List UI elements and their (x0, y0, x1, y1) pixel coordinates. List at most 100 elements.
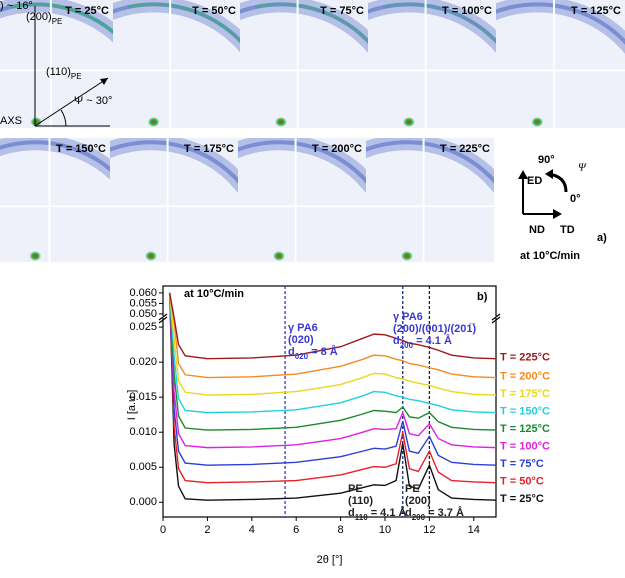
y-tick-label: 0.000 (129, 496, 157, 508)
beam-spot (400, 251, 413, 261)
series-line (168, 292, 496, 501)
image-content (366, 138, 494, 262)
diffraction-image: T = 75°C (240, 0, 368, 128)
series-line (168, 292, 496, 431)
series-label: T = 100°C (500, 441, 550, 453)
x-tick-label: 14 (468, 524, 480, 536)
annotation: (200)/(001)/(201̅) (393, 323, 476, 335)
scatter-ring (366, 140, 494, 184)
annotation: d110 = 4.1 Å (348, 506, 407, 522)
temperature-label: T = 225°C (440, 143, 490, 155)
beam-spot (29, 251, 42, 261)
y-tick-label: 0.015 (129, 391, 157, 403)
series-label: T = 25°C (500, 493, 544, 505)
annotation: γ PA6 (393, 311, 423, 323)
annotation: d200 = 4.1 Å (393, 334, 452, 350)
axis-label: ED (527, 175, 542, 187)
text-part: (110) (46, 66, 71, 78)
x-tick-label: 10 (379, 524, 391, 536)
arrow-head (545, 169, 553, 179)
diffraction-image: T = 175°C (110, 138, 238, 262)
text-part: d (348, 507, 355, 519)
scatter-ring (110, 140, 238, 184)
arrow-head (100, 78, 108, 85)
subscript: 200 (412, 513, 426, 522)
scatter-ring (496, 2, 625, 45)
series-line (168, 292, 496, 396)
series-label: T = 50°C (500, 476, 544, 488)
diffraction-image: T = 100°C (368, 0, 496, 128)
angle-label: 90° (538, 154, 555, 166)
panel-label: b) (477, 291, 488, 303)
annotation: γ PA6 (288, 322, 318, 334)
series-label: T = 200°C (500, 370, 550, 382)
angle-label: 0° (570, 193, 581, 205)
beam-spot (147, 117, 160, 127)
diffraction-image: T = 150°C (0, 138, 110, 262)
diffraction-image: T = 225°C (366, 138, 494, 262)
x-tick-label: 12 (423, 524, 435, 536)
text-part: d (288, 346, 295, 358)
beam-spot (531, 117, 544, 127)
annotation: (110) (348, 495, 373, 507)
note: at 10°C/min (184, 288, 244, 300)
temperature-label: T = 175°C (184, 143, 234, 155)
crystal-arc (127, 2, 240, 43)
scatter-ring (240, 2, 368, 44)
image-bg (238, 138, 366, 262)
y-tick-label: 0.055 (129, 297, 157, 309)
x-tick-label: 0 (160, 524, 166, 536)
image-bg (496, 0, 625, 128)
axis-break (157, 316, 502, 318)
subscript: PE (71, 72, 82, 81)
break-mark (158, 316, 168, 324)
text-part: = 3.7 Å (425, 506, 464, 519)
angle-label: ) ~ 16° (0, 0, 33, 12)
text-part: (200) (26, 11, 52, 23)
text-part: = 8 Å (308, 345, 338, 358)
panel-b: 0.000 0.005 0.010 0.015 0.020 0.0250.0500.055… (126, 285, 550, 566)
break-mark (491, 316, 501, 324)
temperature-label: T = 50°C (192, 5, 236, 17)
annotation: d200 = 3.7 Å (405, 506, 464, 522)
rate-label: at 10°C/min (520, 250, 580, 262)
annotation: PE (405, 483, 420, 495)
y-tick-label: 0.050 (129, 308, 157, 320)
series-line (168, 292, 496, 449)
text-part: = 4.1 Å (413, 334, 452, 347)
panel-label: a) (597, 232, 607, 244)
image-content (0, 0, 113, 128)
crystal-arc (383, 2, 496, 44)
subscript: PE (52, 17, 63, 26)
text-part: d (393, 335, 400, 347)
annotation: PE (348, 483, 363, 495)
series-label: T = 225°C (500, 352, 550, 364)
series-labels: T = 25°C T = 50°C T = 75°C T = 100°C T = 125… (500, 352, 550, 506)
series-label: T = 125°C (500, 423, 550, 435)
annotation: d020 = 8 Å (288, 345, 338, 361)
series-line (168, 292, 496, 466)
series-label: T = 150°C (500, 406, 550, 418)
text-part: = 4.1 Å (368, 506, 407, 519)
beam-spot (144, 251, 157, 261)
scatter-ring (368, 2, 496, 44)
subscript: 020 (295, 352, 309, 361)
break-mark (158, 313, 168, 321)
diffraction-image: T = 200°C (238, 138, 366, 262)
image-content (113, 0, 240, 128)
diffraction-image: T = 25°C (0, 0, 113, 128)
beam-spot (402, 117, 415, 127)
series-line (168, 292, 496, 414)
image-bg (366, 138, 494, 262)
annotation: (020) (288, 334, 314, 346)
x-tick-label: 4 (249, 524, 255, 536)
axis-label: TD (560, 224, 575, 236)
break-mark (491, 313, 501, 321)
temperature-label: T = 100°C (442, 5, 492, 17)
series-label: T = 75°C (500, 458, 544, 470)
series-line (168, 292, 496, 484)
plot-area (168, 292, 496, 501)
image-content (368, 0, 496, 128)
image-content (240, 0, 368, 128)
